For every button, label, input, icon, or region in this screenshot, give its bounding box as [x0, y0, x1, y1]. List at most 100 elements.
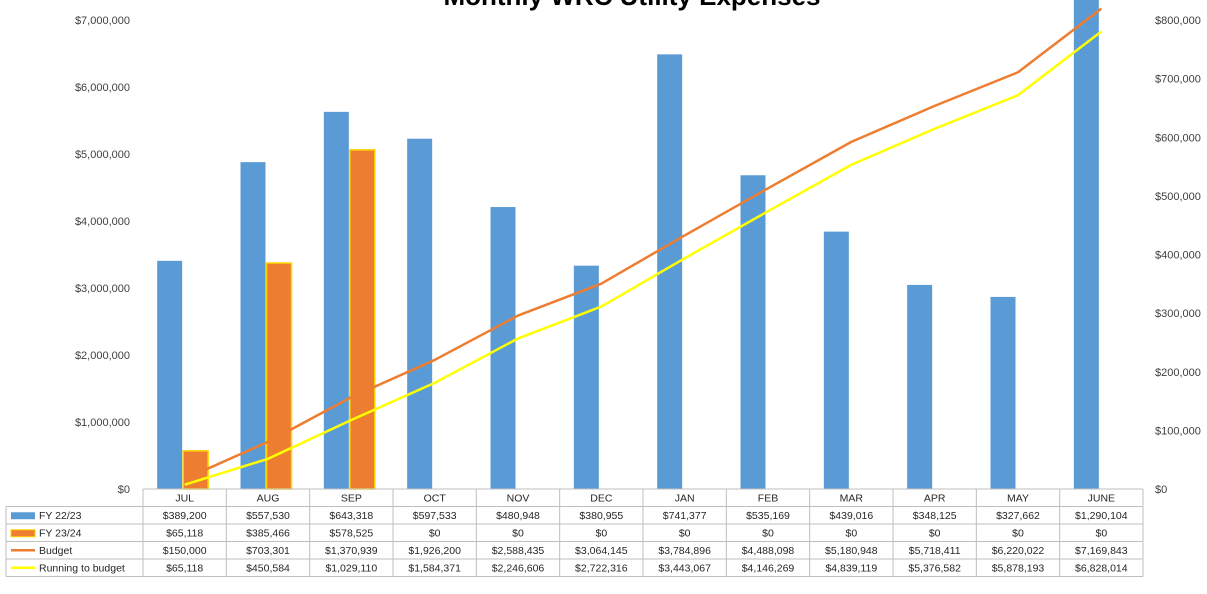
month-label-june: JUNE — [1088, 493, 1115, 505]
data-label-oct-series-2: $1,926,200 — [408, 545, 461, 557]
data-label-nov-series-0: $480,948 — [496, 510, 540, 522]
data-label-dec-series-3: $2,722,316 — [575, 563, 628, 575]
bar-aug-series-0 — [240, 162, 266, 489]
right-tick-label: $700,000 — [1155, 74, 1201, 86]
data-label-jul-series-3: $65,118 — [166, 563, 203, 575]
bar-jul-series-0 — [157, 260, 183, 489]
data-label-sep-series-3: $1,029,110 — [325, 563, 377, 575]
data-label-apr-series-0: $348,125 — [913, 510, 957, 522]
data-label-june-series-3: $6,828,014 — [1075, 563, 1128, 575]
left-tick-label: $2,000,000 — [75, 350, 130, 362]
legend-label-series-0: FY 22/23 — [39, 510, 82, 522]
bar-nov-series-0 — [490, 207, 516, 489]
data-label-dec-series-0: $380,955 — [579, 510, 623, 522]
bar-may-series-0 — [990, 296, 1016, 489]
legend-label-series-1: FY 23/24 — [39, 528, 82, 540]
month-label-feb: FEB — [758, 493, 778, 505]
chart-title: Monthly WRC Utility Expenses — [443, 0, 820, 11]
data-label-apr-series-1: $0 — [929, 528, 941, 540]
data-label-may-series-2: $6,220,022 — [992, 545, 1045, 557]
data-label-june-series-1: $0 — [1095, 528, 1107, 540]
data-label-oct-series-3: $1,584,371 — [408, 563, 461, 575]
data-label-feb-series-2: $4,488,098 — [742, 545, 795, 557]
data-label-may-series-3: $5,878,193 — [992, 563, 1045, 575]
data-label-jul-series-2: $150,000 — [163, 545, 207, 557]
legend-key-series-1 — [10, 529, 36, 538]
data-label-dec-series-2: $3,064,145 — [575, 545, 628, 557]
data-label-sep-series-1: $578,525 — [329, 528, 373, 540]
legend-label-series-2: Budget — [39, 545, 72, 557]
month-label-apr: APR — [924, 493, 946, 505]
left-tick-label: $0 — [118, 484, 130, 496]
legend-label-series-3: Running to budget — [39, 563, 125, 575]
data-label-jan-series-0: $741,377 — [663, 510, 707, 522]
data-label-mar-series-0: $439,016 — [829, 510, 873, 522]
left-tick-label: $1,000,000 — [75, 417, 130, 429]
bar-sep-series-1 — [349, 149, 376, 490]
right-tick-label: $600,000 — [1155, 132, 1201, 144]
data-label-aug-series-1: $385,466 — [246, 528, 290, 540]
bar-aug-series-1 — [265, 262, 293, 490]
data-label-aug-series-3: $450,584 — [246, 563, 290, 575]
right-tick-label: $200,000 — [1155, 367, 1201, 379]
right-tick-label: $0 — [1155, 484, 1167, 496]
data-label-mar-series-3: $4,839,119 — [825, 563, 877, 575]
bar-feb-series-0 — [740, 175, 766, 489]
data-label-aug-series-0: $557,530 — [246, 510, 290, 522]
lines-layer — [184, 7, 1103, 486]
month-label-dec: DEC — [590, 493, 613, 505]
data-label-dec-series-1: $0 — [595, 528, 607, 540]
left-tick-label: $3,000,000 — [75, 283, 130, 295]
month-label-oct: OCT — [424, 493, 447, 505]
data-label-oct-series-0: $597,533 — [413, 510, 457, 522]
left-tick-label: $4,000,000 — [75, 216, 130, 228]
right-tick-label: $800,000 — [1155, 15, 1201, 27]
bar-oct-series-0 — [407, 138, 433, 489]
left-tick-label: $5,000,000 — [75, 149, 130, 161]
month-label-mar: MAR — [840, 493, 864, 505]
data-label-nov-series-1: $0 — [512, 528, 524, 540]
left-tick-label: $7,000,000 — [75, 15, 130, 27]
data-label-jan-series-3: $3,443,067 — [658, 563, 711, 575]
data-label-feb-series-0: $535,169 — [746, 510, 790, 522]
data-label-apr-series-2: $5,718,411 — [909, 545, 961, 557]
month-label-jul: JUL — [175, 493, 194, 505]
bars-layer — [157, 0, 1099, 490]
data-label-nov-series-2: $2,588,435 — [492, 545, 545, 557]
data-label-june-series-0: $1,290,104 — [1075, 510, 1128, 522]
month-label-nov: NOV — [507, 493, 530, 505]
bar-june-series-0 — [1073, 0, 1099, 490]
right-tick-label: $500,000 — [1155, 191, 1201, 203]
right-tick-label: $400,000 — [1155, 250, 1201, 262]
right-tick-label: $300,000 — [1155, 308, 1201, 320]
line-series-2 — [184, 7, 1103, 481]
month-label-jan: JAN — [675, 493, 695, 505]
bar-apr-series-0 — [907, 284, 933, 489]
month-label-sep: SEP — [341, 493, 362, 505]
data-label-june-series-2: $7,169,843 — [1075, 545, 1128, 557]
bar-mar-series-0 — [823, 231, 849, 489]
data-label-nov-series-3: $2,246,606 — [492, 563, 545, 575]
data-label-jan-series-1: $0 — [679, 528, 691, 540]
right-axis: $0 $100,000 $200,000 $300,000 $400,000 $500,0… — [1155, 15, 1201, 496]
data-table: JUL AUG SEP OCT NOV DEC JAN FEB MAR APR MAY JUNE FY … — [5, 488, 1144, 577]
line-series-3 — [184, 30, 1103, 486]
data-label-sep-series-2: $1,370,939 — [325, 545, 378, 557]
data-label-jul-series-0: $389,200 — [163, 510, 207, 522]
month-label-may: MAY — [1007, 493, 1029, 505]
left-tick-label: $6,000,000 — [75, 82, 130, 94]
data-label-feb-series-3: $4,146,269 — [742, 563, 795, 575]
month-label-aug: AUG — [257, 493, 280, 505]
right-tick-label: $100,000 — [1155, 425, 1201, 437]
data-label-feb-series-1: $0 — [762, 528, 774, 540]
data-label-mar-series-2: $5,180,948 — [825, 545, 878, 557]
data-label-mar-series-1: $0 — [845, 528, 857, 540]
data-label-aug-series-2: $703,301 — [246, 545, 290, 557]
data-label-may-series-1: $0 — [1012, 528, 1024, 540]
data-label-jul-series-1: $65,118 — [166, 528, 203, 540]
data-label-jan-series-2: $3,784,896 — [658, 545, 711, 557]
data-label-apr-series-3: $5,376,582 — [908, 563, 961, 575]
data-label-may-series-0: $327,662 — [996, 510, 1040, 522]
legend-key-series-0 — [11, 512, 35, 520]
